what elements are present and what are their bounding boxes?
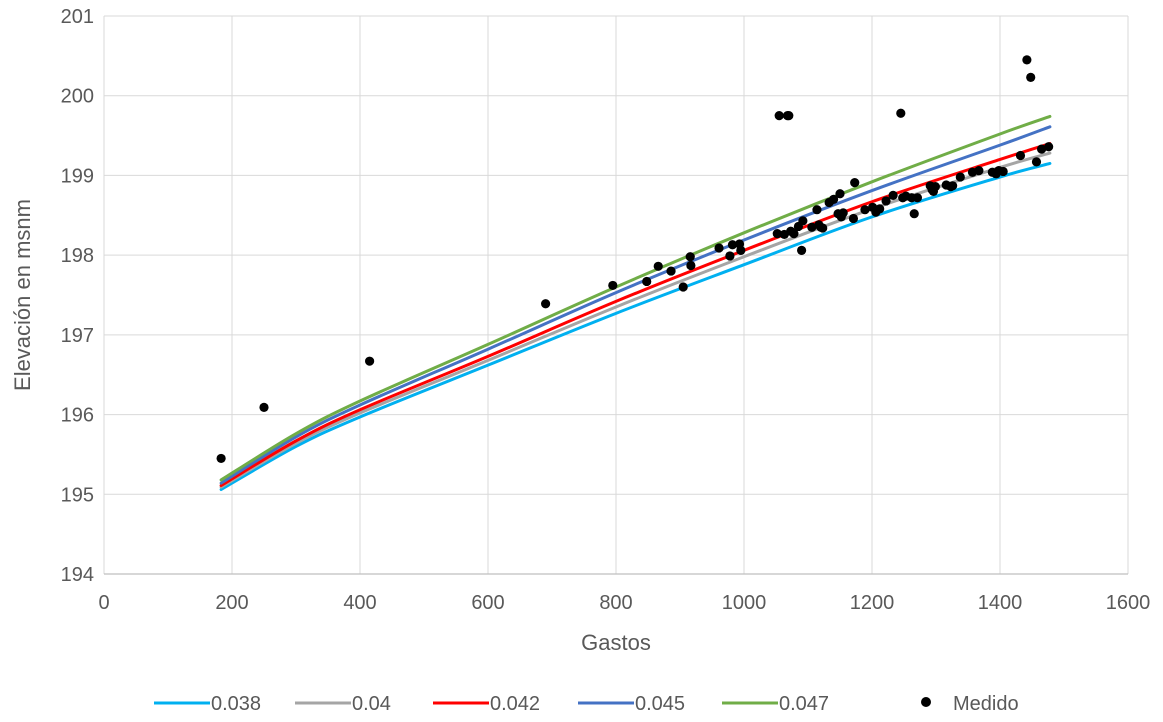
y-tick-label: 194 xyxy=(61,564,94,586)
measured-point xyxy=(784,111,794,121)
measured-point xyxy=(838,208,848,218)
y-tick-label: 196 xyxy=(61,405,94,427)
measured-point xyxy=(642,276,652,287)
measured-point xyxy=(725,251,735,261)
measured-point xyxy=(653,261,663,271)
measured-point xyxy=(875,204,885,214)
measured-point xyxy=(948,181,958,191)
measured-point xyxy=(772,229,782,239)
legend-label: 0.047 xyxy=(779,693,829,715)
measured-point xyxy=(818,223,828,233)
measured-point xyxy=(789,229,799,239)
series-line-0.042 xyxy=(219,142,1052,488)
measured-point xyxy=(912,193,923,203)
measured-point xyxy=(727,240,738,250)
x-tick-label: 0 xyxy=(98,592,109,614)
measured-point xyxy=(812,205,822,215)
y-tick-label: 200 xyxy=(61,86,94,108)
measured-point xyxy=(807,222,817,232)
measured-point xyxy=(686,260,696,271)
y-axis-title: Elevación en msnm xyxy=(10,199,35,391)
measured-point xyxy=(835,189,845,199)
measured-point xyxy=(1037,144,1047,154)
measured-point xyxy=(608,280,618,291)
legend-label: 0.045 xyxy=(635,693,685,715)
measured-point xyxy=(714,243,724,253)
y-tick-label: 198 xyxy=(61,245,94,267)
series-line-0.038 xyxy=(219,161,1052,492)
legend: 0.038 0.04 0.042 0.045 0.047 Medido xyxy=(154,693,1019,715)
measured-point xyxy=(1022,55,1032,65)
measured-point xyxy=(850,178,860,188)
measured-point xyxy=(216,453,226,464)
measured-point xyxy=(998,166,1008,177)
measured-point xyxy=(974,166,984,176)
series-line-0.045 xyxy=(219,125,1052,485)
measured-point xyxy=(365,356,375,366)
measured-point xyxy=(955,172,965,182)
measured-point xyxy=(1031,157,1042,167)
series-layer xyxy=(219,114,1052,492)
measured-point xyxy=(1026,72,1036,82)
legend-label: Medido xyxy=(953,693,1019,715)
y-tick-label: 197 xyxy=(61,325,94,347)
measured-point xyxy=(896,108,906,118)
measured-point xyxy=(685,252,695,262)
x-tick-label: 1200 xyxy=(850,592,895,614)
measured-point xyxy=(259,402,269,412)
measured-point xyxy=(1044,142,1054,152)
x-tick-label: 800 xyxy=(599,592,632,614)
legend-label: 0.04 xyxy=(352,693,391,715)
legend-swatch-measured xyxy=(921,697,931,707)
measured-points xyxy=(216,55,1054,464)
measured-point xyxy=(798,216,808,226)
legend-label: 0.042 xyxy=(490,693,540,715)
measured-point xyxy=(541,299,551,309)
measured-point xyxy=(829,194,839,204)
measured-point xyxy=(774,111,784,121)
measured-point xyxy=(888,190,898,200)
measured-point xyxy=(666,266,676,276)
x-tick-label: 1400 xyxy=(978,592,1023,614)
x-tick-label: 1000 xyxy=(722,592,767,614)
measured-point xyxy=(797,245,807,255)
series-line-0.04 xyxy=(219,151,1052,489)
measured-point xyxy=(848,213,859,224)
measured-point xyxy=(930,181,940,192)
measured-point xyxy=(881,196,891,206)
measured-point xyxy=(909,209,919,219)
x-tick-label: 200 xyxy=(215,592,248,614)
measured-point xyxy=(1015,150,1026,161)
y-tick-label: 201 xyxy=(61,6,94,28)
y-tick-labels: 194 195 196 197 198 199 200 201 xyxy=(61,6,94,586)
measured-point xyxy=(736,245,746,255)
y-tick-label: 199 xyxy=(61,165,94,187)
y-tick-label: 195 xyxy=(61,484,94,506)
x-tick-label: 1600 xyxy=(1106,592,1151,614)
legend-label: 0.038 xyxy=(211,693,261,715)
grid xyxy=(103,15,1129,575)
x-tick-label: 400 xyxy=(343,592,376,614)
x-axis-title: Gastos xyxy=(581,630,651,655)
measured-point xyxy=(678,282,688,292)
x-tick-label: 600 xyxy=(471,592,504,614)
measured-point xyxy=(860,205,870,215)
x-tick-labels: 0 200 400 600 800 1000 1200 1400 1600 xyxy=(98,592,1150,614)
